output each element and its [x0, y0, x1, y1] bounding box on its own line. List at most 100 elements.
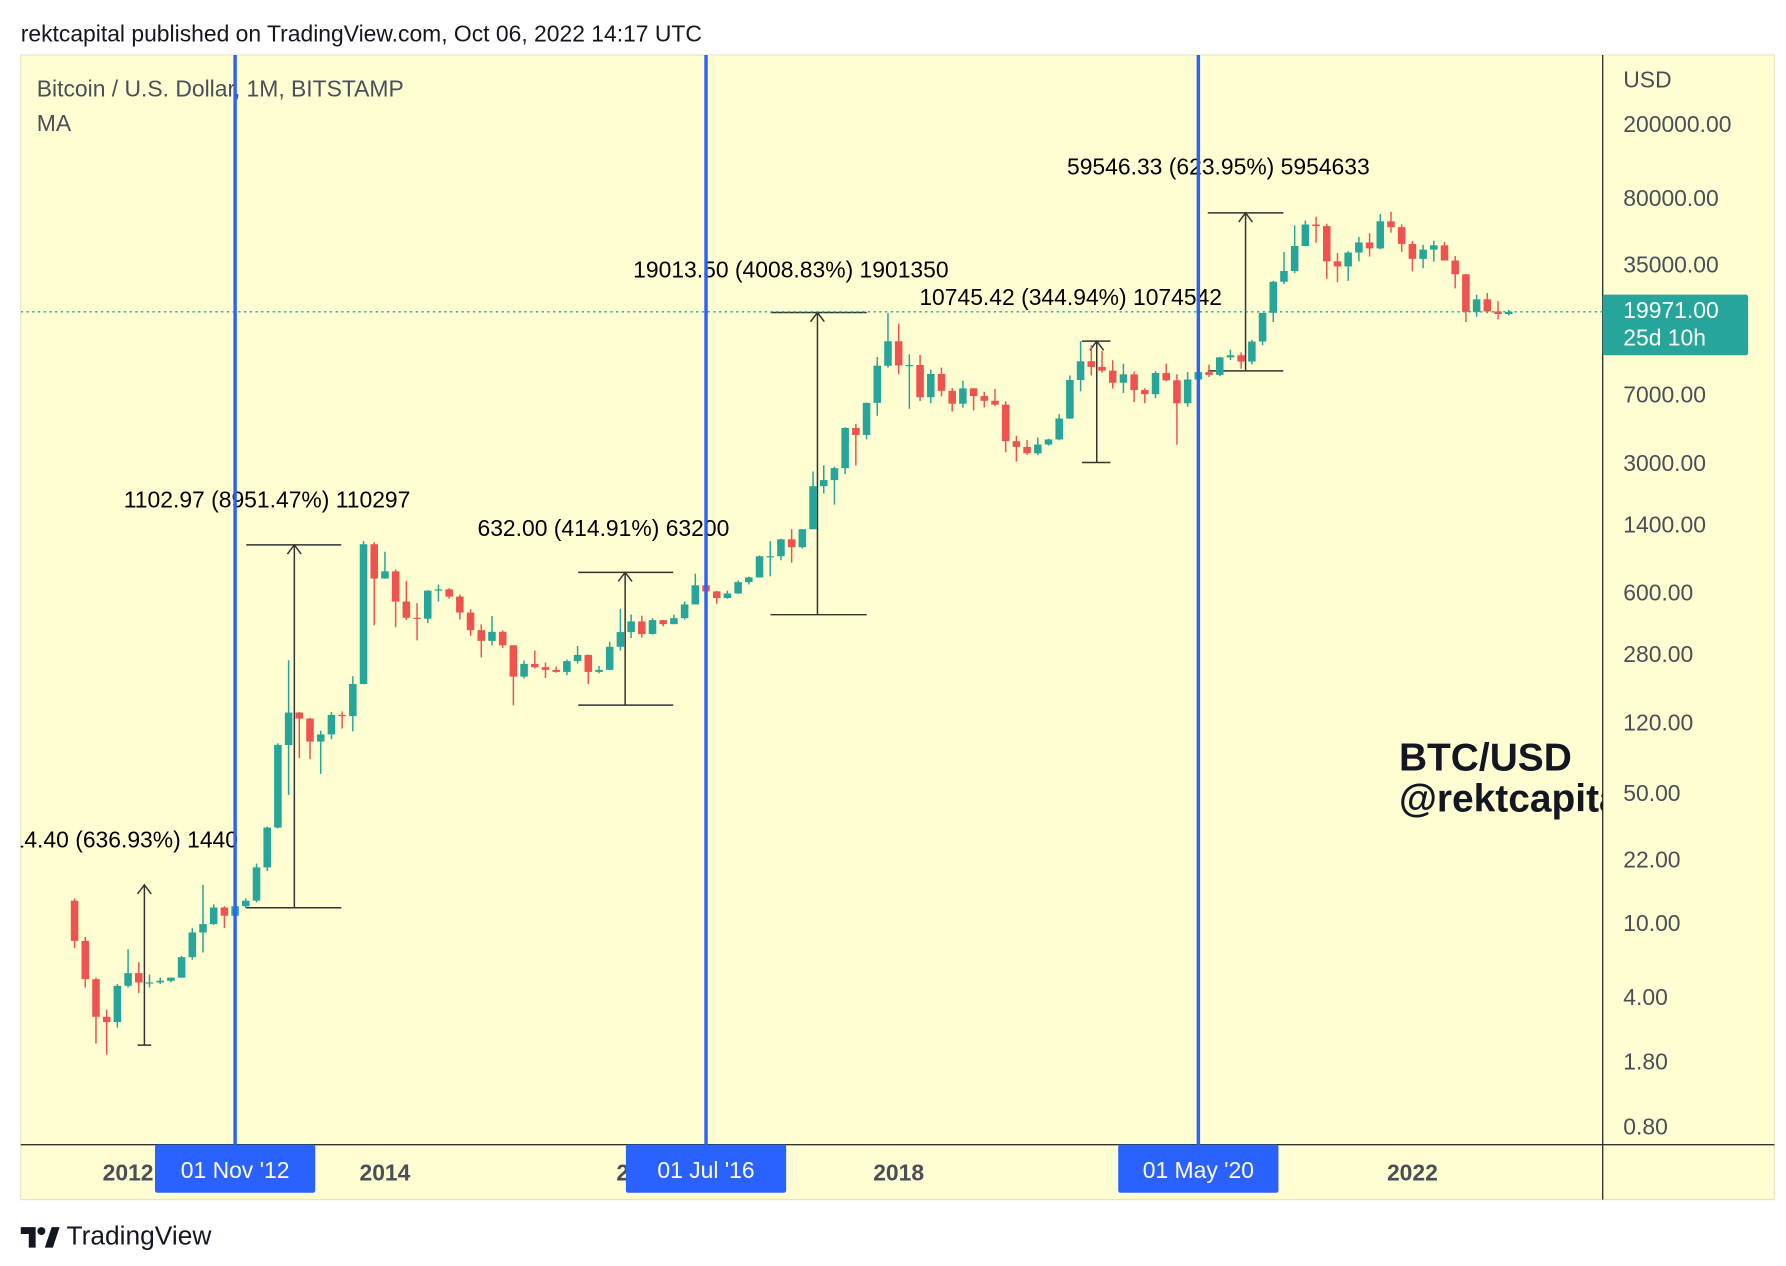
candle-body [391, 571, 400, 602]
indicator-legend: MA [37, 110, 72, 136]
marker-box [625, 1144, 787, 1193]
candle-body [1001, 404, 1010, 442]
candle-body [113, 985, 122, 1023]
candle-body [1130, 374, 1138, 391]
candle-body [135, 973, 143, 983]
candle-body [723, 593, 732, 599]
candle-body [349, 684, 357, 717]
plot-area: BTC/USD @rektcapital 14.40 (636.93%) 144… [20, 153, 1603, 1055]
candle-body [1098, 366, 1106, 371]
candle-body [541, 667, 550, 670]
candle-body [980, 396, 989, 401]
y-tick-label: 35000.00 [1623, 252, 1718, 278]
candle-body [616, 632, 625, 647]
y-tick-label: 0.80 [1623, 1114, 1668, 1140]
watermark: BTC/USD [1399, 736, 1572, 779]
candle-body [1044, 439, 1053, 445]
y-tick-label: 7000.00 [1623, 381, 1706, 407]
candle-body [1494, 311, 1502, 315]
y-tick-label: 80000.00 [1623, 185, 1718, 211]
candle-body [199, 924, 207, 933]
candle-body [188, 932, 197, 958]
x-tick-label: 2012 [103, 1159, 154, 1185]
candle-body [670, 618, 678, 625]
candle-body [509, 645, 518, 677]
candle-body [991, 400, 999, 405]
candle-body [573, 654, 582, 662]
candle-body [659, 620, 667, 625]
last-price-label: 19971.00 [1623, 297, 1718, 323]
candle-body [1365, 242, 1374, 249]
y-tick-label: 10.00 [1623, 910, 1680, 936]
candle-body [1055, 418, 1063, 440]
candle-body [156, 980, 164, 983]
candle-body [552, 669, 560, 672]
candle-body [1504, 311, 1513, 315]
y-axis-unit: USD [1623, 66, 1671, 92]
candle-body [1280, 270, 1288, 282]
candle-body [916, 365, 924, 398]
candle-body [1141, 390, 1149, 395]
candle-body [1183, 379, 1192, 404]
candle-body [1108, 370, 1117, 383]
y-tick-label: 120.00 [1623, 709, 1693, 735]
y-tick-label: 3000.00 [1623, 450, 1706, 476]
candle-body [167, 977, 175, 981]
candle-body [830, 468, 839, 481]
candle-body [1226, 355, 1235, 358]
candle-body [1408, 243, 1417, 259]
candle-body [937, 373, 946, 391]
x-tick-label: 2018 [873, 1159, 924, 1185]
candle-body [1397, 227, 1406, 244]
candle-body [680, 604, 689, 619]
candle-body [1237, 355, 1245, 362]
candle-body [92, 979, 100, 1017]
header: rektcapital published on TradingView.com… [21, 21, 702, 47]
candle-body [1440, 245, 1449, 261]
candle-body [777, 539, 785, 557]
candle-body [370, 544, 379, 579]
candle-body [252, 867, 261, 901]
candle-body [734, 582, 742, 594]
candle-body [852, 427, 860, 435]
marker-label: 01 Nov '12 [181, 1157, 290, 1183]
symbol-legend: Bitcoin / U.S. Dollar, 1M, BITSTAMP [37, 75, 404, 101]
candle-body [1333, 261, 1342, 267]
candle-body [745, 577, 753, 583]
candle-body [381, 571, 389, 579]
candle-body [798, 529, 807, 548]
candle-body [284, 712, 293, 745]
candle-body [477, 630, 486, 641]
measure-label: 632.00 (414.91%) 63200 [477, 515, 729, 541]
y-tick-label: 1400.00 [1623, 511, 1706, 537]
y-tick-label: 280.00 [1623, 641, 1693, 667]
y-tick-label: 600.00 [1623, 580, 1693, 606]
candle-body [1023, 446, 1031, 454]
candle-body [1355, 242, 1363, 253]
candle-body [755, 556, 764, 578]
candle-body [1248, 341, 1256, 362]
candle-body [359, 544, 368, 685]
candle-body [873, 365, 882, 403]
candle-body [648, 620, 657, 635]
candle-body [712, 591, 721, 599]
candle-body [1119, 374, 1128, 383]
y-tick-label: 22.00 [1623, 846, 1680, 872]
candle-body [263, 827, 271, 868]
candle-body [1451, 260, 1459, 275]
candle-body [306, 718, 314, 742]
candle-body [81, 940, 90, 980]
candle-body [1301, 224, 1310, 247]
candles [20, 211, 1603, 1055]
countdown-label: 25d 10h [1623, 324, 1706, 350]
measure-bracket [136, 211, 1284, 1046]
candle-body [841, 427, 849, 469]
x-tick-label: 2014 [359, 1159, 410, 1185]
candle-body [959, 388, 967, 404]
candle-body [423, 590, 432, 619]
candle-body [1012, 441, 1021, 447]
candle-body [1462, 274, 1470, 312]
candle-body [488, 631, 496, 641]
overlay: 200000.00 80000.00 35000.00 7000.00 3000.00 1… [103, 54, 1749, 1193]
candle-body [520, 663, 528, 677]
